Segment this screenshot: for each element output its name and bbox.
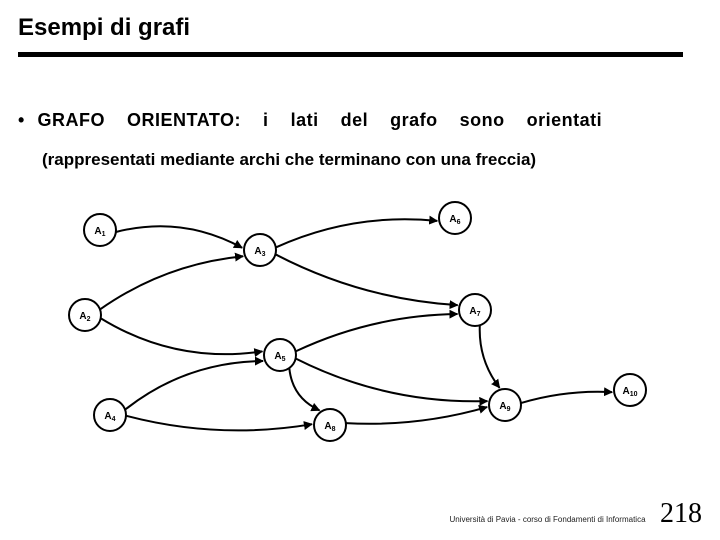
bullet-line: • GRAFO ORIENTATO: i lati del grafo sono… — [18, 110, 680, 131]
graph-edge — [100, 256, 243, 309]
graph-edge — [289, 368, 319, 410]
graph-edge — [296, 358, 488, 401]
bullet-w1: GRAFO — [38, 110, 106, 130]
graph-edge — [296, 314, 458, 351]
graph-svg: A1A2A3A4A5A6A7A8A9A10 — [40, 180, 680, 470]
bullet-w6: grafo — [390, 110, 438, 130]
graph-edge — [116, 226, 242, 248]
graph-edge — [346, 407, 487, 424]
bullet-w4: lati — [291, 110, 319, 130]
graph-node — [614, 374, 646, 406]
graph-edge — [125, 361, 263, 410]
graph-edge — [101, 318, 263, 354]
bullet-marker: • — [18, 110, 32, 131]
bullet-w8: orientati — [527, 110, 603, 130]
directed-graph: A1A2A3A4A5A6A7A8A9A10 — [40, 180, 680, 470]
graph-edge — [276, 219, 437, 247]
graph-edge — [521, 392, 612, 403]
page-title: Esempi di grafi — [18, 14, 190, 42]
title-underline — [18, 52, 683, 57]
graph-edge — [275, 254, 457, 305]
bullet-w2: ORIENTATO: — [127, 110, 241, 130]
footer: Università di Pavia - corso di Fondament… — [449, 498, 702, 530]
bullet-w5: del — [341, 110, 369, 130]
bullet-subline: (rappresentati mediante archi che termin… — [42, 150, 680, 170]
graph-edge — [480, 325, 500, 388]
bullet-w7: sono — [460, 110, 505, 130]
bullet-w3: i — [263, 110, 269, 130]
page-number: 218 — [660, 498, 702, 530]
footer-text: Università di Pavia - corso di Fondament… — [449, 515, 645, 524]
graph-edge — [126, 416, 312, 431]
